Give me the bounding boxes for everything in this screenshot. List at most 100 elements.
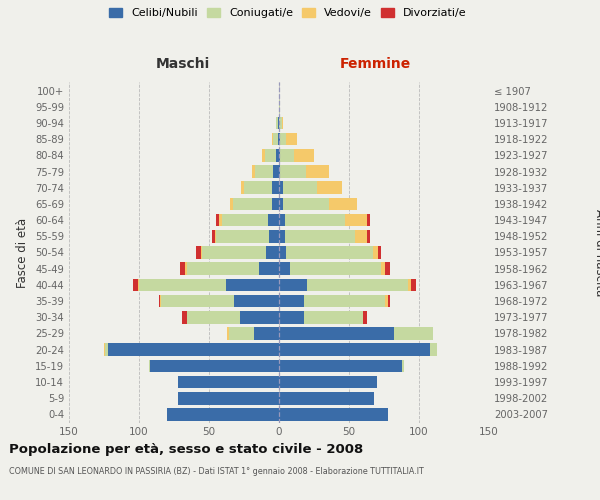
Bar [160,295,161,308]
Bar [178,392,279,404]
Bar [241,182,244,194]
Bar [276,149,279,162]
Bar [385,295,388,308]
Bar [279,408,388,420]
Text: COMUNE DI SAN LEONARDO IN PASSIRIA (BZ) - Dati ISTAT 1° gennaio 2008 - Elaborazi: COMUNE DI SAN LEONARDO IN PASSIRIA (BZ) … [9,468,424,476]
Bar [279,198,283,210]
Bar [215,230,216,242]
Bar [158,295,160,308]
Bar [430,344,437,356]
Bar [279,165,280,178]
Bar [402,360,404,372]
Bar [272,133,274,145]
Bar [305,165,329,178]
Bar [388,295,389,308]
Bar [272,198,279,210]
Bar [279,360,402,372]
Bar [410,278,416,291]
Bar [262,149,265,162]
Bar [280,133,286,145]
Bar [355,230,367,242]
Bar [227,327,229,340]
Bar [254,327,279,340]
Bar [279,116,282,130]
Bar [279,376,377,388]
Bar [202,246,266,259]
Bar [379,246,381,259]
Bar [150,360,279,372]
Bar [253,165,255,178]
Bar [268,214,279,226]
Bar [106,344,108,356]
Text: Femmine: Femmine [340,56,411,70]
Bar [229,327,254,340]
Bar [278,133,279,145]
Bar [317,182,342,194]
Y-axis label: Fasce di età: Fasce di età [16,218,29,288]
Bar [307,278,408,291]
Bar [185,262,187,275]
Bar [279,311,304,324]
Bar [178,376,279,388]
Bar [149,360,150,372]
Bar [133,278,137,291]
Bar [282,116,283,130]
Bar [279,149,280,162]
Text: Popolazione per età, sesso e stato civile - 2008: Popolazione per età, sesso e stato civil… [9,442,363,456]
Bar [278,116,279,130]
Legend: Celibi/Nubili, Coniugati/e, Vedovi/e, Divorziati/e: Celibi/Nubili, Coniugati/e, Vedovi/e, Di… [107,6,469,20]
Bar [216,214,219,226]
Bar [279,392,374,404]
Bar [161,295,234,308]
Bar [226,278,279,291]
Text: Maschi: Maschi [155,56,209,70]
Bar [221,214,268,226]
Bar [279,133,280,145]
Bar [212,230,215,242]
Bar [385,262,389,275]
Bar [104,344,106,356]
Bar [182,311,187,324]
Bar [363,311,367,324]
Bar [274,133,278,145]
Bar [283,182,317,194]
Bar [255,165,274,178]
Bar [274,165,279,178]
Bar [279,278,307,291]
Bar [290,262,381,275]
Bar [381,262,385,275]
Bar [216,230,269,242]
Bar [280,149,295,162]
Bar [240,311,279,324]
Bar [279,246,286,259]
Bar [137,278,139,291]
Bar [279,327,394,340]
Bar [284,230,355,242]
Bar [266,246,279,259]
Bar [108,344,279,356]
Bar [265,149,276,162]
Bar [139,278,226,291]
Bar [279,262,290,275]
Bar [304,295,385,308]
Bar [367,230,370,242]
Bar [272,182,279,194]
Bar [187,311,240,324]
Bar [167,408,279,420]
Bar [179,262,185,275]
Bar [280,165,305,178]
Bar [345,214,367,226]
Bar [367,214,370,226]
Bar [200,246,202,259]
Bar [269,230,279,242]
Bar [284,214,345,226]
Bar [279,230,284,242]
Bar [373,246,379,259]
Bar [286,133,297,145]
Bar [279,182,283,194]
Bar [219,214,221,226]
Y-axis label: Anni di nascita: Anni di nascita [593,209,600,296]
Bar [279,344,430,356]
Bar [304,311,363,324]
Bar [283,198,329,210]
